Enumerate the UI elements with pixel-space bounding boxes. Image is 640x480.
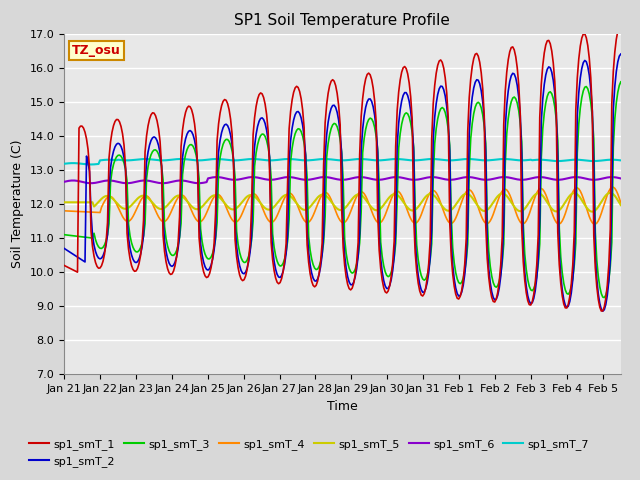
sp1_smT_4 bbox=[607, 186, 614, 192]
Text: TZ_osu: TZ_osu bbox=[72, 44, 121, 57]
sp1_smT_2 bbox=[152, 135, 159, 141]
sp1_smT_5 bbox=[468, 195, 476, 201]
sp1_smT_6 bbox=[607, 174, 614, 180]
X-axis label: Time: Time bbox=[327, 400, 358, 413]
sp1_smT_5 bbox=[131, 199, 138, 204]
sp1_smT_2 bbox=[599, 308, 607, 314]
sp1_smT_7 bbox=[472, 156, 479, 162]
sp1_smT_6 bbox=[132, 179, 140, 185]
sp1_smT_2 bbox=[248, 233, 255, 239]
sp1_smT_6 bbox=[153, 180, 161, 185]
sp1_smT_1 bbox=[152, 113, 159, 119]
sp1_smT_3 bbox=[131, 247, 138, 253]
sp1_smT_1 bbox=[607, 226, 614, 232]
sp1_smT_2 bbox=[468, 95, 476, 100]
sp1_smT_6 bbox=[87, 180, 95, 186]
sp1_smT_3 bbox=[617, 79, 625, 85]
sp1_smT_6 bbox=[60, 179, 68, 185]
sp1_smT_2 bbox=[60, 245, 68, 251]
sp1_smT_5 bbox=[248, 192, 255, 198]
Line: sp1_smT_3: sp1_smT_3 bbox=[64, 82, 621, 298]
sp1_smT_1 bbox=[248, 203, 255, 209]
sp1_smT_2 bbox=[131, 259, 138, 264]
sp1_smT_4 bbox=[344, 216, 351, 221]
sp1_smT_1 bbox=[617, 24, 625, 30]
sp1_smT_4 bbox=[60, 208, 68, 214]
sp1_smT_4 bbox=[617, 200, 625, 206]
sp1_smT_1 bbox=[598, 308, 605, 314]
sp1_smT_7 bbox=[617, 157, 625, 163]
sp1_smT_5 bbox=[617, 202, 625, 208]
sp1_smT_5 bbox=[608, 191, 616, 196]
sp1_smT_7 bbox=[141, 156, 149, 162]
sp1_smT_1 bbox=[60, 263, 68, 268]
sp1_smT_1 bbox=[131, 268, 138, 274]
sp1_smT_4 bbox=[152, 208, 159, 214]
sp1_smT_1 bbox=[616, 24, 623, 30]
sp1_smT_3 bbox=[344, 259, 351, 265]
Y-axis label: Soil Temperature (C): Soil Temperature (C) bbox=[11, 140, 24, 268]
sp1_smT_5 bbox=[588, 209, 596, 215]
sp1_smT_7 bbox=[251, 156, 259, 162]
sp1_smT_6 bbox=[249, 174, 257, 180]
sp1_smT_3 bbox=[248, 237, 255, 243]
sp1_smT_7 bbox=[87, 162, 95, 168]
sp1_smT_6 bbox=[608, 174, 616, 180]
sp1_smT_6 bbox=[346, 176, 353, 182]
sp1_smT_4 bbox=[591, 221, 599, 227]
sp1_smT_4 bbox=[248, 192, 255, 197]
sp1_smT_3 bbox=[152, 147, 159, 153]
sp1_smT_5 bbox=[60, 199, 68, 205]
sp1_smT_4 bbox=[468, 190, 476, 195]
sp1_smT_3 bbox=[607, 263, 614, 269]
sp1_smT_2 bbox=[617, 51, 625, 57]
sp1_smT_7 bbox=[347, 157, 355, 163]
sp1_smT_5 bbox=[607, 190, 614, 196]
sp1_smT_7 bbox=[132, 157, 140, 163]
sp1_smT_5 bbox=[152, 203, 159, 209]
sp1_smT_3 bbox=[600, 295, 608, 300]
sp1_smT_7 bbox=[60, 161, 68, 167]
sp1_smT_3 bbox=[60, 232, 68, 238]
sp1_smT_2 bbox=[344, 274, 351, 279]
sp1_smT_4 bbox=[609, 184, 617, 190]
Legend: sp1_smT_1, sp1_smT_2, sp1_smT_3, sp1_smT_4, sp1_smT_5, sp1_smT_6, sp1_smT_7: sp1_smT_1, sp1_smT_2, sp1_smT_3, sp1_smT… bbox=[25, 435, 594, 471]
sp1_smT_1 bbox=[468, 64, 476, 70]
sp1_smT_7 bbox=[155, 157, 163, 163]
Line: sp1_smT_5: sp1_smT_5 bbox=[64, 193, 621, 212]
sp1_smT_7 bbox=[608, 157, 616, 163]
Line: sp1_smT_6: sp1_smT_6 bbox=[64, 177, 621, 183]
Title: SP1 Soil Temperature Profile: SP1 Soil Temperature Profile bbox=[234, 13, 451, 28]
sp1_smT_5 bbox=[344, 202, 351, 208]
Line: sp1_smT_1: sp1_smT_1 bbox=[64, 27, 621, 311]
Line: sp1_smT_4: sp1_smT_4 bbox=[64, 187, 621, 224]
Line: sp1_smT_7: sp1_smT_7 bbox=[64, 159, 621, 165]
sp1_smT_6 bbox=[617, 176, 625, 181]
sp1_smT_6 bbox=[470, 175, 477, 180]
Line: sp1_smT_2: sp1_smT_2 bbox=[64, 54, 621, 311]
sp1_smT_1 bbox=[344, 281, 351, 287]
sp1_smT_2 bbox=[607, 256, 614, 262]
sp1_smT_4 bbox=[131, 211, 138, 216]
sp1_smT_3 bbox=[468, 120, 476, 126]
